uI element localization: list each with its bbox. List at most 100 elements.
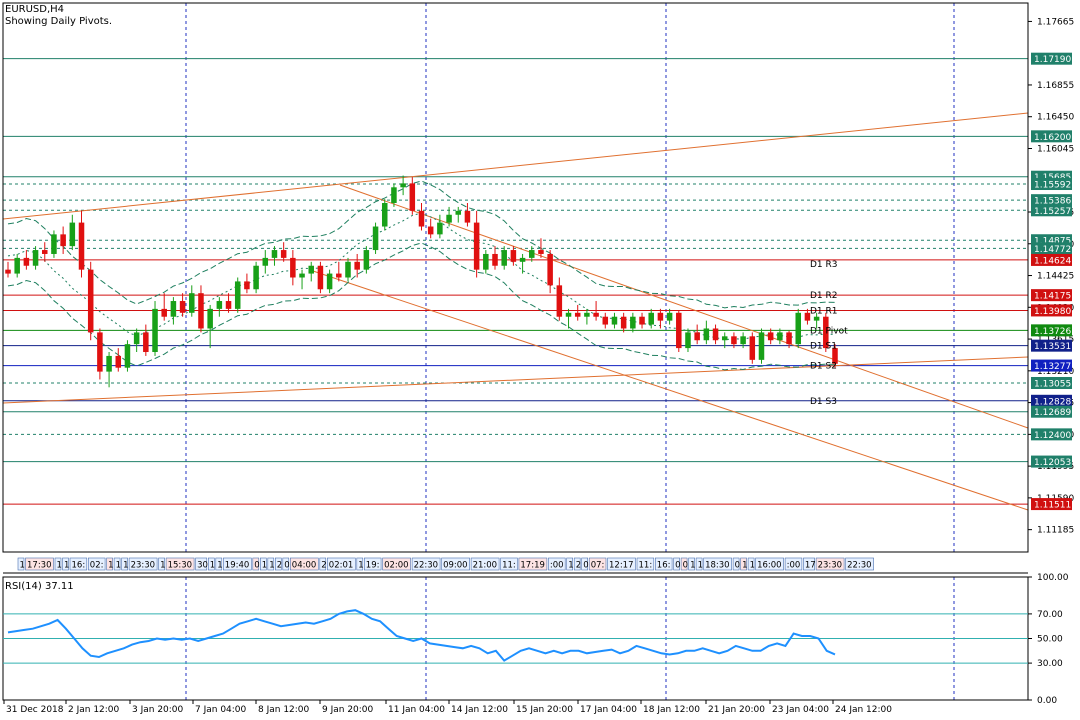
svg-text:2: 2 <box>277 561 282 571</box>
candle <box>639 312 645 329</box>
candle <box>152 301 158 356</box>
pivot-label: D1 Pivot <box>810 326 848 336</box>
candle <box>519 253 526 274</box>
time-strip-tag: 02:01 <box>326 557 356 571</box>
candle <box>648 308 654 329</box>
candle <box>51 230 57 258</box>
svg-text:0: 0 <box>735 561 740 571</box>
svg-text:1: 1 <box>123 561 128 571</box>
time-strip-tag: 23:30 <box>128 557 158 571</box>
svg-text:1.15592: 1.15592 <box>1034 181 1071 191</box>
candle <box>611 312 618 329</box>
svg-text:1: 1 <box>358 561 363 571</box>
candle <box>143 324 149 356</box>
time-strip-tag: 1 <box>356 557 364 571</box>
time-tick-label: 31 Dec 2018 <box>6 705 64 715</box>
time-strip-tag: 1 <box>740 557 748 571</box>
svg-text:1.13980: 1.13980 <box>1034 307 1071 317</box>
svg-text:0: 0 <box>254 561 259 571</box>
candle <box>602 312 609 329</box>
candle <box>60 226 66 254</box>
level-price-badge: 1.13980 <box>1031 304 1072 317</box>
svg-text:1: 1 <box>690 561 695 571</box>
candle <box>179 293 186 317</box>
candle <box>32 246 39 270</box>
price-tick-label: 1.13210 <box>1037 367 1074 377</box>
rsi-scale-label: 0.00 <box>1037 696 1057 706</box>
candle <box>115 348 122 372</box>
candle <box>538 238 544 258</box>
svg-text:16:00: 16:00 <box>757 561 782 571</box>
time-strip-tag: 1 <box>62 557 69 571</box>
svg-text:1.13531: 1.13531 <box>1034 342 1071 352</box>
svg-text:16:: 16: <box>72 561 86 571</box>
time-strip-tag: 1 <box>121 557 129 571</box>
candle <box>299 269 305 290</box>
svg-text:19:: 19: <box>366 561 380 571</box>
time-strip-tag: 1 <box>215 557 223 571</box>
svg-text:11:: 11: <box>639 561 653 571</box>
svg-text::00: :00 <box>787 561 801 571</box>
svg-text:1.14772: 1.14772 <box>1034 245 1071 255</box>
svg-text:1.16200: 1.16200 <box>1034 133 1071 143</box>
svg-text:18:30: 18:30 <box>705 561 730 571</box>
candle <box>234 277 241 313</box>
candle <box>584 308 590 325</box>
svg-text:07:: 07: <box>591 561 605 571</box>
svg-text:1.13055: 1.13055 <box>1034 379 1071 389</box>
svg-text:09:00: 09:00 <box>443 561 468 571</box>
time-strip-tag: 15:30 <box>165 557 195 571</box>
level-price-badge: 1.14772 <box>1031 242 1072 255</box>
svg-text:1.17190: 1.17190 <box>1034 55 1071 65</box>
svg-text:1: 1 <box>57 561 62 571</box>
level-price-badge: 1.12400 <box>1031 428 1072 441</box>
time-strip-tag: 16: <box>69 557 88 571</box>
svg-text:11:: 11: <box>502 561 516 571</box>
svg-text:1: 1 <box>750 561 755 571</box>
level-price-badge: 1.15257 <box>1031 204 1072 217</box>
time-strip-tag: 22:30 <box>845 557 874 571</box>
svg-text:1.15386: 1.15386 <box>1034 197 1071 207</box>
level-price-badge: 1.13277 <box>1031 359 1072 372</box>
candle <box>721 332 728 349</box>
svg-text:0: 0 <box>675 561 680 571</box>
time-strip-tag: 2 <box>274 557 282 571</box>
candle <box>225 293 232 313</box>
time-strip-tag: 07: <box>588 557 607 571</box>
candle <box>437 214 443 239</box>
envelope-band-line <box>7 180 836 309</box>
time-strip-tag: 1 <box>695 557 703 571</box>
candle <box>813 312 820 329</box>
price-tick-label: 1.16450 <box>1037 113 1074 123</box>
main-plot-frame <box>2 2 1029 553</box>
price-tick-label: 1.16045 <box>1037 144 1074 154</box>
level-price-badge: 1.12828 <box>1031 394 1072 407</box>
pivot-label: D1 R3 <box>810 260 838 270</box>
level-price-badge: 1.14624 <box>1031 253 1072 266</box>
price-tick-label: 1.16855 <box>1037 81 1074 91</box>
svg-text:21:00: 21:00 <box>473 561 498 571</box>
candle <box>253 261 259 294</box>
pivot-labels: D1 R3 D1 R2 D1 R1 D1 Pivot D1 S1 D1 S2 D1 S3 <box>810 260 848 407</box>
pivot-label: D1 R1 <box>810 306 838 316</box>
rsi-scale-label: 30.00 <box>1037 659 1063 669</box>
price-axis: 1.176651.168551.164501.160451.152351.148… <box>2 2 1074 701</box>
svg-text::00: :00 <box>550 561 564 571</box>
time-strip-tag: 0 <box>673 557 681 571</box>
trend-line <box>2 112 1029 220</box>
svg-text:23:30: 23:30 <box>131 561 156 571</box>
time-strip-tag: 0 <box>732 557 740 571</box>
level-price-badge: 1.17190 <box>1031 52 1072 65</box>
candle <box>832 344 838 368</box>
candle <box>694 324 700 345</box>
time-strip-tag: 1 <box>267 557 275 571</box>
svg-text:1: 1 <box>568 561 573 571</box>
candle <box>446 206 452 227</box>
time-strip: 1 17:30 1 1 16: 02: 1 1 1 23:30 1 15:30 30 1 1 19:40 0 1 1… <box>3 556 1028 572</box>
time-tick-label: 3 Jan 20:00 <box>132 705 184 715</box>
trend-line <box>309 269 1029 511</box>
time-strip-tag: 1 <box>17 557 25 571</box>
time-strip-tag: 21:00 <box>470 557 500 571</box>
candle <box>703 320 710 345</box>
